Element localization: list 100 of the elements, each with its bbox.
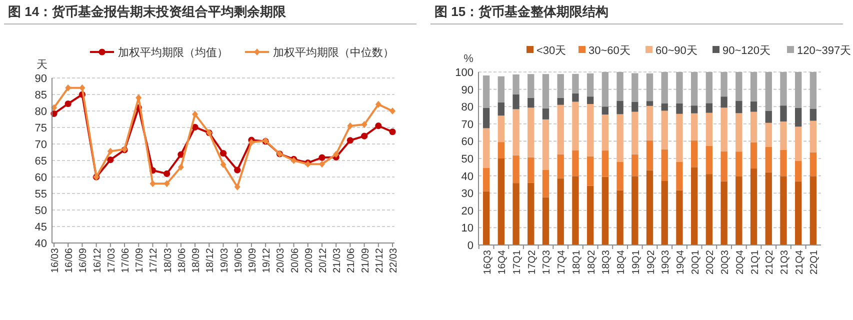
bar <box>542 108 550 120</box>
y-axis-title: 天 <box>36 59 48 71</box>
bar <box>528 157 534 183</box>
legend-label: 90~120天 <box>722 45 771 57</box>
bar <box>646 106 654 140</box>
x-tick-label: 20/06 <box>290 248 301 274</box>
bar <box>557 154 564 178</box>
bar <box>676 114 683 162</box>
bar <box>676 72 683 104</box>
x-tick-label: 16/03 <box>50 248 61 274</box>
point <box>107 148 114 155</box>
bar <box>720 151 728 182</box>
bar <box>482 108 490 128</box>
legend-label: 加权平均期限（中位数） <box>273 46 394 59</box>
x-tick-label: 20Q4 <box>734 250 746 274</box>
bar <box>512 74 520 94</box>
x-tick-label: 19/03 <box>219 248 230 274</box>
x-tick-label: 20/03 <box>276 248 287 274</box>
y-tick-label: 55 <box>34 188 47 200</box>
bar <box>661 149 668 181</box>
y-tick-label: 85 <box>34 90 47 102</box>
bar <box>736 176 742 245</box>
x-tick-label: 18/03 <box>162 248 174 274</box>
legend-label: 120~397天 <box>797 45 852 57</box>
bar <box>720 96 728 108</box>
legend-label: <30天 <box>536 45 566 57</box>
bar <box>572 102 579 150</box>
x-tick-label: 19Q3 <box>660 250 672 274</box>
bar <box>780 176 787 245</box>
bar <box>528 98 534 108</box>
legend-label: 60~90天 <box>656 45 698 57</box>
x-tick-label: 17Q1 <box>512 250 524 274</box>
bar <box>572 176 579 245</box>
point <box>220 160 226 168</box>
bar <box>690 140 698 168</box>
y-tick-label: 30 <box>461 188 474 200</box>
x-tick-label: 20/09 <box>304 248 315 274</box>
bar <box>765 72 772 111</box>
y-tick-label: 80 <box>34 106 47 118</box>
bar <box>810 152 817 176</box>
bar <box>765 110 772 123</box>
bar <box>572 93 579 102</box>
x-tick-label: 20/12 <box>318 248 329 274</box>
x-tick-label: 20Q3 <box>720 250 732 274</box>
y-tick-label: 50 <box>34 205 47 217</box>
bar <box>632 176 638 245</box>
x-tick-label: 21Q1 <box>750 250 761 274</box>
bar <box>794 181 802 245</box>
y-tick-label: 10 <box>461 222 474 235</box>
x-tick-label: 16/06 <box>64 248 76 274</box>
x-tick-label: 17/06 <box>120 248 132 274</box>
bar <box>736 152 742 176</box>
point <box>318 160 325 168</box>
bar <box>616 114 624 162</box>
bar <box>512 109 520 156</box>
x-tick-label: 21/03 <box>332 248 344 274</box>
bar <box>512 183 520 245</box>
bar <box>482 75 490 108</box>
bar <box>512 94 520 110</box>
bar <box>750 101 758 112</box>
point <box>375 122 382 130</box>
bar <box>482 128 490 168</box>
point <box>150 180 156 188</box>
point <box>178 164 184 171</box>
y-tick-label: 65 <box>34 156 47 168</box>
bar <box>632 73 638 102</box>
bar <box>632 154 638 176</box>
x-tick-label: 21/09 <box>360 248 372 274</box>
bar <box>528 74 534 98</box>
bar <box>542 119 550 170</box>
x-tick-label: 21Q4 <box>794 250 806 274</box>
y-tick-label: 70 <box>461 118 474 131</box>
x-tick-label: 20Q2 <box>705 250 716 274</box>
bar <box>602 114 609 151</box>
bar <box>780 106 787 122</box>
bar <box>736 113 742 152</box>
chart-title: 图 14：货币基金报告期末投资组合平均剩余期限 <box>8 4 288 19</box>
y-tick-label: 75 <box>34 122 47 134</box>
x-tick-label: 18Q2 <box>586 250 598 274</box>
bar <box>557 98 564 105</box>
bar <box>632 112 638 154</box>
x-tick-label: 16/09 <box>78 248 90 274</box>
x-tick-label: 22Q1 <box>809 250 820 274</box>
bar <box>557 74 564 98</box>
x-tick-label: 18Q4 <box>616 250 628 274</box>
bar <box>482 168 490 192</box>
bar <box>706 103 713 113</box>
y-tick-label: 20 <box>461 205 474 218</box>
bar <box>706 174 713 245</box>
bar <box>810 108 817 121</box>
x-tick-label: 19/06 <box>233 248 244 274</box>
bar <box>780 150 787 176</box>
bar <box>794 108 802 127</box>
bar <box>794 126 802 161</box>
bar <box>720 72 728 97</box>
y-tick-label: 90 <box>461 84 474 96</box>
bar <box>542 170 550 198</box>
x-tick-label: 17Q2 <box>526 250 538 274</box>
bar <box>736 72 742 101</box>
x-tick-label: 22/03 <box>388 248 400 274</box>
